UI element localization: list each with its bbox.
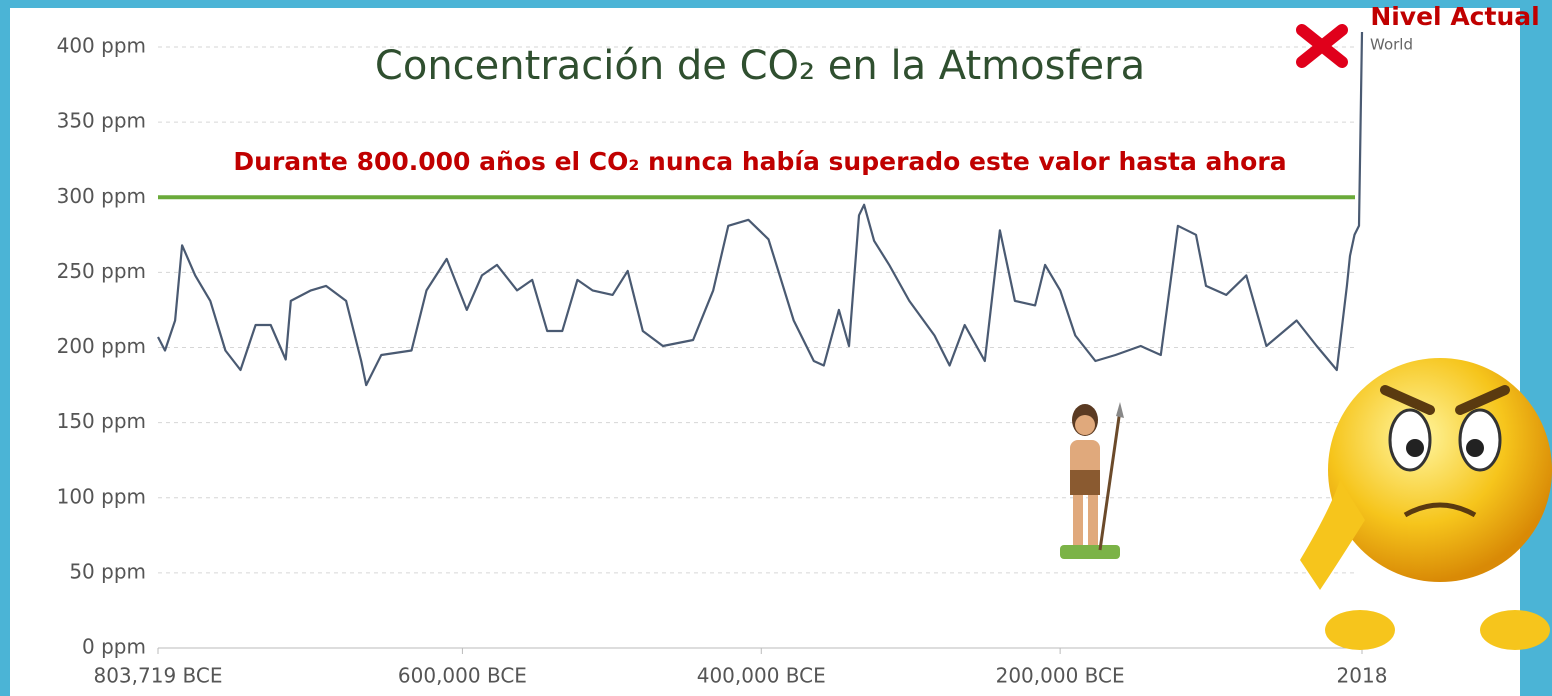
- y-tick-label: 100 ppm: [57, 484, 146, 508]
- x-tick-label: 2018: [1337, 664, 1388, 688]
- chart: 0 ppm 50 ppm 100 ppm 150 ppm 200 ppm 250 ppm 3…: [0, 0, 1552, 696]
- y-tick-label: 200 ppm: [57, 334, 146, 358]
- chart-title: Concentración de CO₂ en la Atmosfera: [375, 43, 1145, 89]
- x-tick-label: 200,000 BCE: [996, 664, 1125, 688]
- y-tick-label: 300 ppm: [57, 184, 146, 208]
- x-tick-label: 803,719 BCE: [93, 664, 222, 688]
- x-tick-label: 600,000 BCE: [398, 664, 527, 688]
- y-tick-label: 250 ppm: [57, 259, 146, 283]
- y-tick-label: 400 ppm: [57, 34, 146, 58]
- x-tick-label: 400,000 BCE: [697, 664, 826, 688]
- series-label: World: [1370, 36, 1413, 54]
- page: {"chart_data": { "type": "line", "title"…: [0, 0, 1552, 696]
- current-level-label: Nivel Actual: [1370, 2, 1539, 31]
- y-tick-label: 50 ppm: [69, 559, 146, 583]
- panel: [10, 8, 1520, 696]
- y-tick-label: 150 ppm: [57, 409, 146, 433]
- y-tick-label: 0 ppm: [82, 635, 146, 659]
- reference-label: Durante 800.000 años el CO₂ nunca había …: [233, 147, 1286, 176]
- y-tick-label: 350 ppm: [57, 109, 146, 133]
